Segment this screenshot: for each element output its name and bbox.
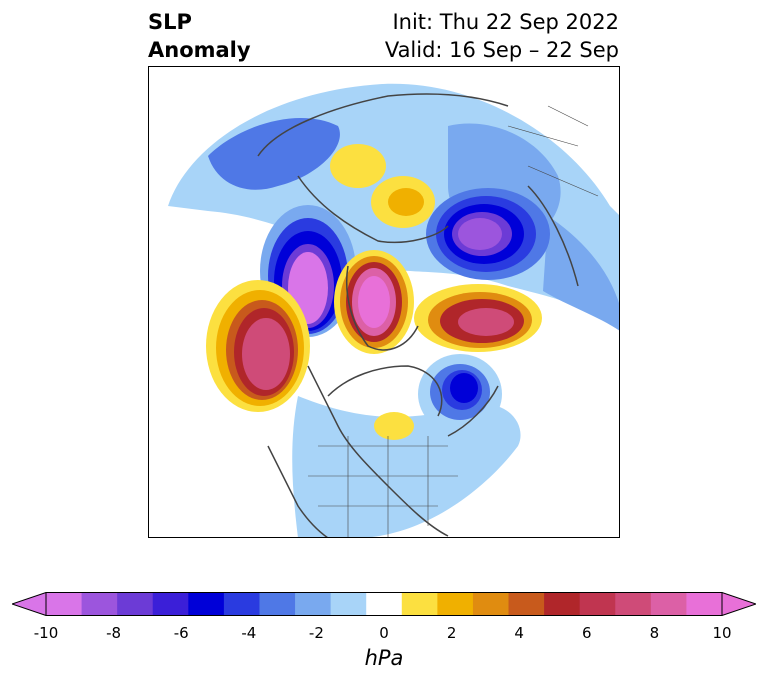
colorbar-tick-label: 6 <box>582 624 592 642</box>
colorbar-segment <box>259 592 296 616</box>
anomaly-blue-west <box>208 117 340 190</box>
colorbar-segment <box>472 592 510 616</box>
map-dates: Init: Thu 22 Sep 2022 Valid: 16 Sep – 22… <box>385 8 619 64</box>
coastlines <box>257 93 579 538</box>
colorbar-segment <box>223 592 260 616</box>
colorbar-tick-label: -4 <box>241 624 257 642</box>
colorbar-segment <box>117 592 154 616</box>
colorbar-over-arrow <box>721 592 756 616</box>
colorbar-unit-label: hPa <box>364 646 404 670</box>
colorbar-segment <box>46 592 83 616</box>
map-title: SLP Anomaly <box>148 8 251 64</box>
borders <box>308 105 599 538</box>
map-svg <box>148 66 620 538</box>
colorbar-tick-label: -8 <box>106 624 122 642</box>
high-siberia <box>330 144 435 228</box>
colorbar-segment <box>615 592 652 616</box>
colorbar-tick-label: -2 <box>308 624 324 642</box>
colorbar-segment <box>650 592 687 616</box>
colorbar-segment <box>401 592 438 616</box>
colorbar-segment <box>437 592 474 616</box>
valid-range: Valid: 16 Sep – 22 Sep <box>384 38 619 62</box>
map-panel <box>148 66 620 538</box>
colorbar-tick-label: 8 <box>649 624 660 642</box>
colorbar-tick-label: 2 <box>446 624 457 642</box>
high-pacific <box>206 280 310 412</box>
colorbar-tick-label: -10 <box>33 624 59 642</box>
colorbar-segment <box>508 592 545 616</box>
colorbar-tick-label: 0 <box>379 624 389 642</box>
colorbar-segment <box>81 592 118 616</box>
colorbar-segment <box>330 592 367 616</box>
title-variable: SLP <box>148 10 192 34</box>
low-eurasia <box>426 188 550 280</box>
colorbar-tick-label: 10 <box>712 624 732 642</box>
high-north-atlantic <box>414 284 542 352</box>
colorbar-segment <box>544 592 581 616</box>
init-date: Init: Thu 22 Sep 2022 <box>392 10 619 34</box>
colorbar-segment <box>152 592 189 616</box>
colorbar-segment <box>686 592 723 616</box>
high-great-lakes <box>374 412 414 440</box>
low-atlantic <box>418 354 502 434</box>
colorbar-segment <box>366 592 403 616</box>
map-border <box>148 66 620 538</box>
colorbar-tick-label: 4 <box>514 624 524 642</box>
colorbar-segment <box>579 592 616 616</box>
title-variable-2: Anomaly <box>148 38 251 62</box>
colorbar-tick-label: -6 <box>173 624 189 642</box>
colorbar <box>12 592 756 616</box>
colorbar-segment <box>188 592 225 616</box>
colorbar-segment <box>295 592 332 616</box>
colorbar-under-arrow <box>12 592 47 616</box>
colorbar-outline <box>45 592 723 616</box>
high-polar <box>334 250 414 354</box>
